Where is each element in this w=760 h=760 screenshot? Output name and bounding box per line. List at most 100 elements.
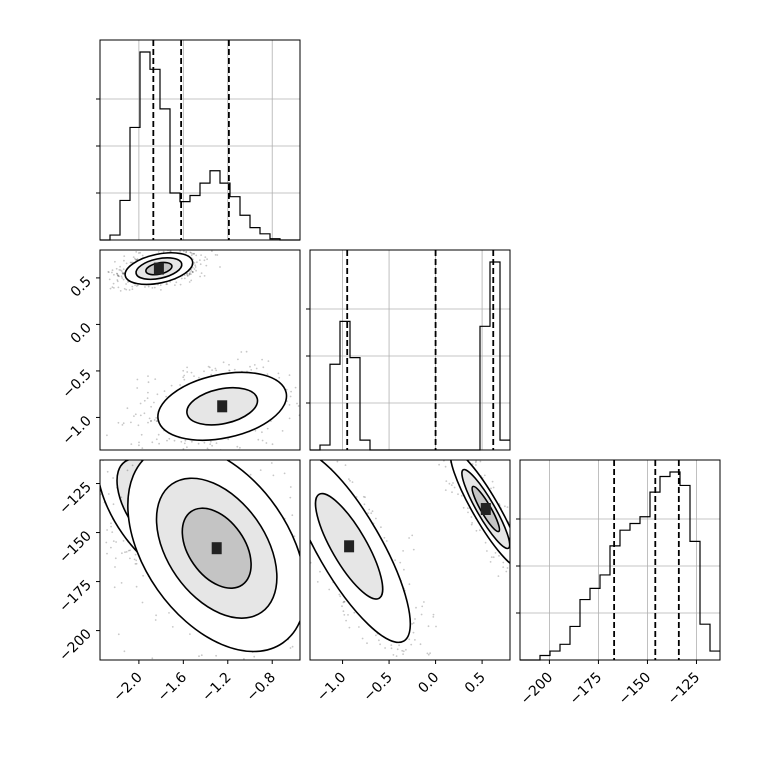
sample-point	[44, 476, 46, 478]
sample-point	[116, 273, 119, 275]
sample-point	[120, 582, 123, 584]
sample-point	[189, 633, 191, 635]
sample-point	[502, 566, 505, 568]
sample-point	[384, 647, 386, 649]
sample-point	[277, 372, 280, 375]
sample-point	[303, 607, 305, 609]
sample-point	[108, 278, 111, 281]
sample-point	[203, 441, 206, 444]
sample-point	[422, 434, 424, 436]
sample-point	[460, 455, 462, 457]
sample-point	[108, 456, 110, 458]
sample-point	[191, 271, 194, 273]
sample-point	[156, 452, 158, 454]
sample-point	[460, 445, 462, 447]
sample-point	[441, 447, 443, 449]
sample-point	[113, 586, 116, 589]
sample-point	[107, 271, 110, 273]
sample-point	[166, 283, 169, 285]
sample-point	[301, 622, 303, 624]
sample-point	[245, 350, 248, 353]
sample-point	[282, 418, 284, 420]
histogram-frame	[99, 39, 301, 241]
sample-point	[517, 575, 519, 577]
sample-point	[105, 437, 107, 439]
sample-point	[155, 417, 158, 419]
sample-point	[313, 438, 315, 440]
sample-point	[432, 613, 435, 616]
sample-point	[405, 648, 407, 651]
sample-point	[347, 614, 349, 616]
sample-point	[209, 454, 211, 456]
sample-point	[145, 454, 147, 456]
sample-point	[304, 387, 306, 389]
sample-point	[444, 489, 447, 491]
sample-point	[123, 287, 126, 290]
sample-point	[462, 428, 464, 430]
sample-point	[306, 399, 308, 401]
sample-point	[254, 716, 256, 718]
sample-point	[283, 472, 286, 475]
sample-point	[303, 473, 305, 475]
sample-point	[261, 358, 263, 361]
sample-point	[78, 460, 80, 462]
sample-point	[445, 480, 448, 482]
sample-point	[190, 279, 193, 282]
sample-point	[214, 367, 217, 370]
sample-point	[121, 552, 123, 555]
sample-point	[140, 420, 142, 422]
sample-point	[512, 542, 514, 544]
sample-point	[540, 591, 542, 593]
sample-point	[98, 470, 100, 472]
sample-point	[113, 273, 115, 276]
sample-point	[135, 562, 138, 565]
sample-point	[191, 252, 194, 255]
sample-point	[198, 376, 200, 379]
sample-point	[200, 254, 203, 256]
sample-point	[211, 250, 213, 253]
sample-point	[109, 287, 112, 290]
sample-point	[88, 453, 90, 455]
sample-point	[538, 603, 540, 605]
sample-point	[423, 601, 425, 603]
sample-point	[151, 287, 154, 289]
sample-point	[233, 661, 235, 663]
sample-point	[155, 420, 158, 422]
sample-point	[105, 541, 108, 544]
sample-point	[94, 464, 96, 466]
panel-content	[94, 250, 308, 450]
sample-point	[132, 452, 134, 454]
sample-point	[185, 452, 187, 454]
sample-point	[511, 536, 513, 538]
sample-point	[343, 614, 346, 616]
sample-point	[312, 452, 314, 454]
sample-point	[440, 443, 442, 445]
sample-point	[444, 465, 447, 468]
sample-point	[390, 647, 393, 650]
sample-point	[307, 524, 309, 526]
sample-point	[94, 393, 96, 395]
sample-point	[186, 446, 188, 449]
x-tick-label: −200	[518, 670, 557, 709]
sample-point	[166, 454, 168, 456]
x-tick-label: −125	[665, 670, 704, 709]
sample-point	[514, 538, 516, 540]
sample-point	[157, 251, 160, 253]
sample-point	[87, 435, 89, 437]
sample-point	[105, 453, 107, 455]
sample-point	[349, 479, 351, 482]
sample-point	[522, 551, 524, 553]
sample-point	[154, 454, 156, 456]
sample-point	[58, 418, 60, 420]
sample-point	[288, 417, 291, 420]
sample-point	[361, 637, 364, 640]
sample-point	[451, 446, 453, 448]
x-tick-label: −1.2	[199, 670, 234, 705]
sample-point	[86, 508, 88, 510]
sample-point	[458, 456, 460, 458]
sample-point	[402, 650, 405, 653]
sample-point	[120, 275, 123, 278]
sample-point	[273, 462, 275, 464]
sample-point	[130, 443, 133, 445]
sample-point	[305, 484, 307, 486]
